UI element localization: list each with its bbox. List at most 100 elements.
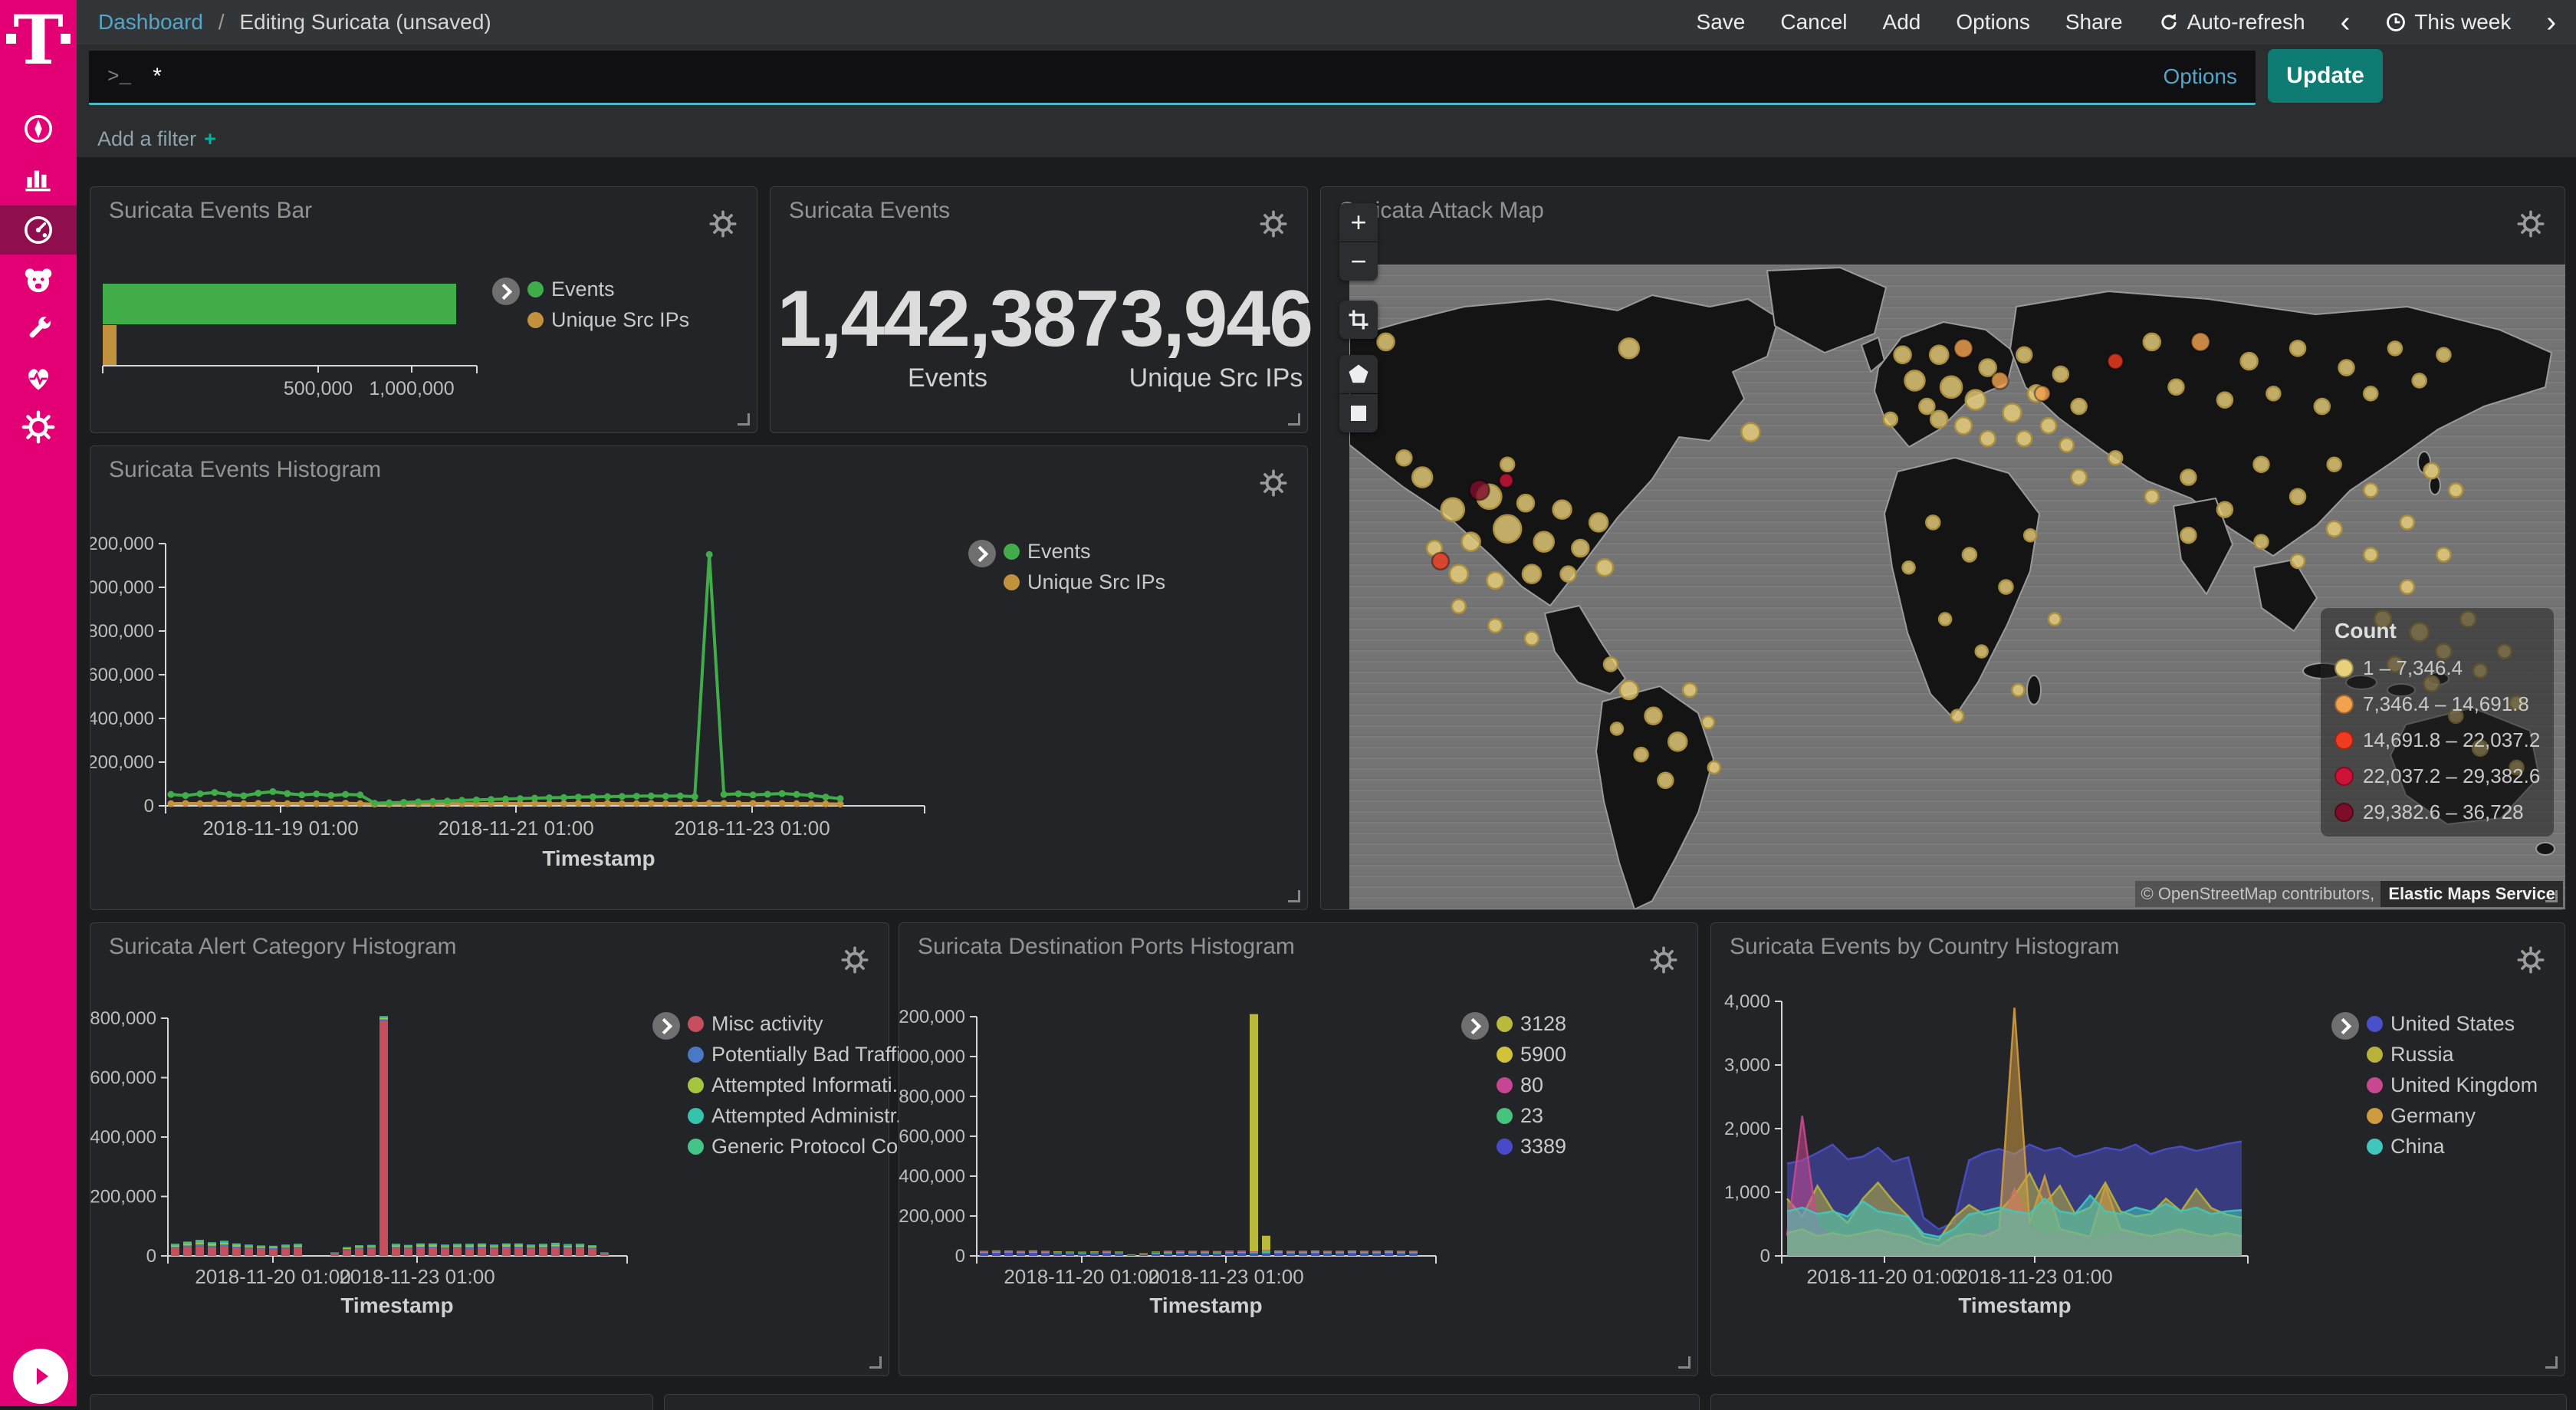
breadcrumb: Dashboard / Editing Suricata (unsaved) [98,10,491,35]
add-filter-link[interactable]: Add a filter [97,127,196,150]
legend-color-dot [688,1108,704,1124]
events-histogram-chart[interactable]: 0200,000400,000600,000800,0001,000,0001,… [90,446,1307,909]
legend-color-dot [688,1047,704,1063]
legend-toggle-icon[interactable] [492,278,520,305]
pentagon-icon [1347,363,1370,386]
svg-text:2,000: 2,000 [1724,1119,1770,1139]
plus-icon: + [204,127,216,150]
legend: Events Unique Src IPs [968,540,1165,594]
query-options-link[interactable]: Options [2164,64,2238,89]
svg-text:800,000: 800,000 [899,1086,965,1107]
crop-icon [1347,308,1370,331]
next-row-panel-top [664,1394,1700,1410]
lion-icon [21,262,56,297]
svg-text:2018-11-20 01:00: 2018-11-20 01:00 [1004,1265,1159,1288]
legend-item[interactable]: Russia [2367,1043,2538,1067]
time-prev-button[interactable]: ‹ [2341,12,2351,33]
svg-text:800,000: 800,000 [90,621,154,642]
cancel-button[interactable]: Cancel [1780,10,1847,35]
destination-ports-chart[interactable]: 0200,000400,000600,000800,0001,000,0001,… [899,923,1697,1375]
panel-resize-handle[interactable] [869,1356,882,1369]
legend-toggle-icon[interactable] [968,540,996,567]
sidebar-item-dashboard[interactable] [0,205,77,255]
svg-text:600,000: 600,000 [90,665,154,685]
map-legend-item: 1 – 7,346.4 [2334,656,2540,680]
add-button[interactable]: Add [1883,10,1921,35]
svg-text:2018-11-20 01:00: 2018-11-20 01:00 [1806,1265,1962,1288]
panel-gear-icon[interactable] [1260,210,1287,238]
panel-resize-handle[interactable] [2545,1356,2558,1369]
legend-item[interactable]: Unique Src IPs [1004,570,1165,594]
update-button[interactable]: Update [2268,49,2383,103]
legend-item[interactable]: China [2367,1135,2538,1159]
legend-item[interactable]: 23 [1497,1104,1566,1128]
map-legend-color-dot [2334,695,2354,714]
top-navigation-bar: Dashboard / Editing Suricata (unsaved) S… [77,0,2576,44]
panel-resize-handle[interactable] [1288,413,1300,426]
map-legend-color-dot [2334,767,2354,786]
legend-item[interactable]: 80 [1497,1073,1566,1097]
sidebar-item-discover[interactable] [0,104,77,153]
telekom-logo[interactable]: T [0,0,77,77]
legend-item[interactable]: Unique Src IPs [527,308,689,332]
legend-item[interactable]: Attempted Administr... [688,1104,915,1128]
sidebar-item-visualize[interactable] [0,153,77,202]
legend-item[interactable]: Events [527,278,689,301]
save-button[interactable]: Save [1697,10,1746,35]
legend-item[interactable]: 5900 [1497,1043,1566,1067]
panel-title: Suricata Events [789,198,950,224]
legend-item[interactable]: Germany [2367,1104,2538,1128]
expand-nav-button[interactable] [13,1349,68,1404]
legend-item[interactable]: Misc activity [688,1012,915,1036]
panel-resize-handle[interactable] [738,413,750,426]
auto-refresh-button[interactable]: Auto-refresh [2158,10,2305,35]
sidebar-item-timelion[interactable] [0,255,77,304]
svg-text:200,000: 200,000 [899,1206,965,1227]
legend-item[interactable]: 3389 [1497,1135,1566,1159]
legend-color-dot [1497,1139,1513,1155]
refresh-icon [2158,12,2180,33]
legend-toggle-icon[interactable] [2331,1012,2359,1040]
map-zoom-out-button[interactable]: − [1339,242,1378,281]
legend-item[interactable]: Generic Protocol Co... [688,1135,915,1159]
svg-text:1,000,000: 1,000,000 [369,378,454,399]
query-input[interactable] [151,63,2163,90]
legend-item[interactable]: Events [1004,540,1165,564]
legend-item[interactable]: Attempted Informati... [688,1073,915,1097]
panel-resize-handle[interactable] [2545,890,2558,902]
legend-toggle-icon[interactable] [1461,1012,1489,1040]
time-range-button[interactable]: This week [2385,10,2511,35]
svg-text:2018-11-21 01:00: 2018-11-21 01:00 [438,817,593,840]
next-row-panel-top [1710,1394,2567,1410]
map-draw-rectangle-button[interactable] [1339,394,1378,432]
legend-color-dot [2367,1047,2383,1063]
sidebar-item-monitoring[interactable] [0,353,77,403]
legend-item[interactable]: Potentially Bad Traffic [688,1043,915,1067]
map-draw-polygon-button[interactable] [1339,355,1378,393]
map-zoom-in-button[interactable]: + [1339,203,1378,242]
legend-item[interactable]: 3128 [1497,1012,1566,1036]
sidebar-item-dev-tools[interactable] [0,304,77,353]
legend-item[interactable]: United States [2367,1012,2538,1036]
panel-resize-handle[interactable] [1288,890,1300,902]
time-next-button[interactable]: › [2546,12,2556,33]
share-button[interactable]: Share [2065,10,2123,35]
svg-text:0: 0 [1760,1246,1770,1267]
legend-toggle-icon[interactable] [652,1012,680,1040]
filter-bar[interactable]: Add a filter + [97,127,216,151]
legend-item[interactable]: United Kingdom [2367,1073,2538,1097]
svg-text:500,000: 500,000 [284,378,353,399]
panel-resize-handle[interactable] [1678,1356,1691,1369]
metric-value: 3,946 [1120,279,1312,359]
sidebar-item-management[interactable] [0,403,77,452]
svg-text:2018-11-23 01:00: 2018-11-23 01:00 [339,1265,495,1288]
breadcrumb-dashboard-link[interactable]: Dashboard [98,10,203,34]
svg-text:Timestamp: Timestamp [340,1293,453,1317]
panel-gear-icon[interactable] [2517,210,2545,238]
map-filter-bounds-button[interactable] [1339,301,1378,339]
options-button[interactable]: Options [1956,10,2030,35]
svg-text:0: 0 [144,796,154,817]
svg-text:1,000,000: 1,000,000 [899,1047,965,1067]
